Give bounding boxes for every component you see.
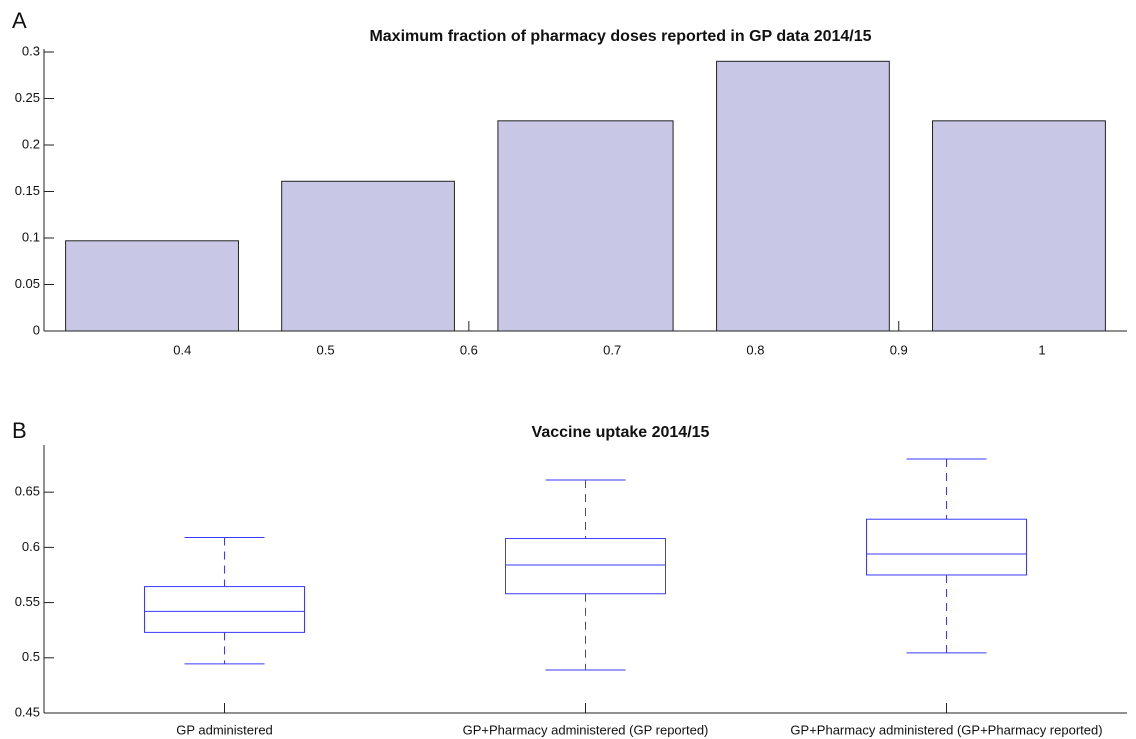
chart-title: Vaccine uptake 2014/15 [532,424,710,441]
x-tick-label: GP+Pharmacy administered (GP+Pharmacy re… [790,722,1102,737]
bar [932,120,1106,332]
y-tick-label: 0.45 [15,704,40,719]
panel-label: B [12,418,27,443]
box [866,518,1027,576]
y-tick-label: 0.25 [15,90,40,105]
bar [497,120,674,332]
box [144,586,305,633]
x-tick-label: 0.9 [890,342,908,357]
x-tick-label: GP+Pharmacy administered (GP reported) [463,722,709,737]
y-tick-label: 0.6 [22,539,40,554]
x-tick-label: 0.4 [173,342,191,357]
y-tick-label: 0.55 [15,594,40,609]
y-tick-label: 0.2 [22,136,40,151]
x-tick-label: 0.6 [460,342,478,357]
y-tick-label: 0.1 [22,229,40,244]
box [505,538,666,595]
y-tick-label: 0.65 [15,484,40,499]
bar [65,240,239,332]
y-tick-label: 0.5 [22,649,40,664]
chart-title: Maximum fraction of pharmacy doses repor… [369,28,871,45]
x-tick-label: 0.5 [317,342,335,357]
y-tick-label: 0 [33,322,40,337]
x-tick-label: GP administered [176,722,273,737]
y-tick-label: 0.3 [22,43,40,58]
bar [716,60,890,332]
x-tick-label: 1 [1038,342,1045,357]
bar [281,180,455,332]
panel-label: A [12,8,27,33]
y-tick-label: 0.05 [15,276,40,291]
x-tick-label: 0.8 [746,342,764,357]
x-tick-label: 0.7 [603,342,621,357]
y-tick-label: 0.15 [15,183,40,198]
